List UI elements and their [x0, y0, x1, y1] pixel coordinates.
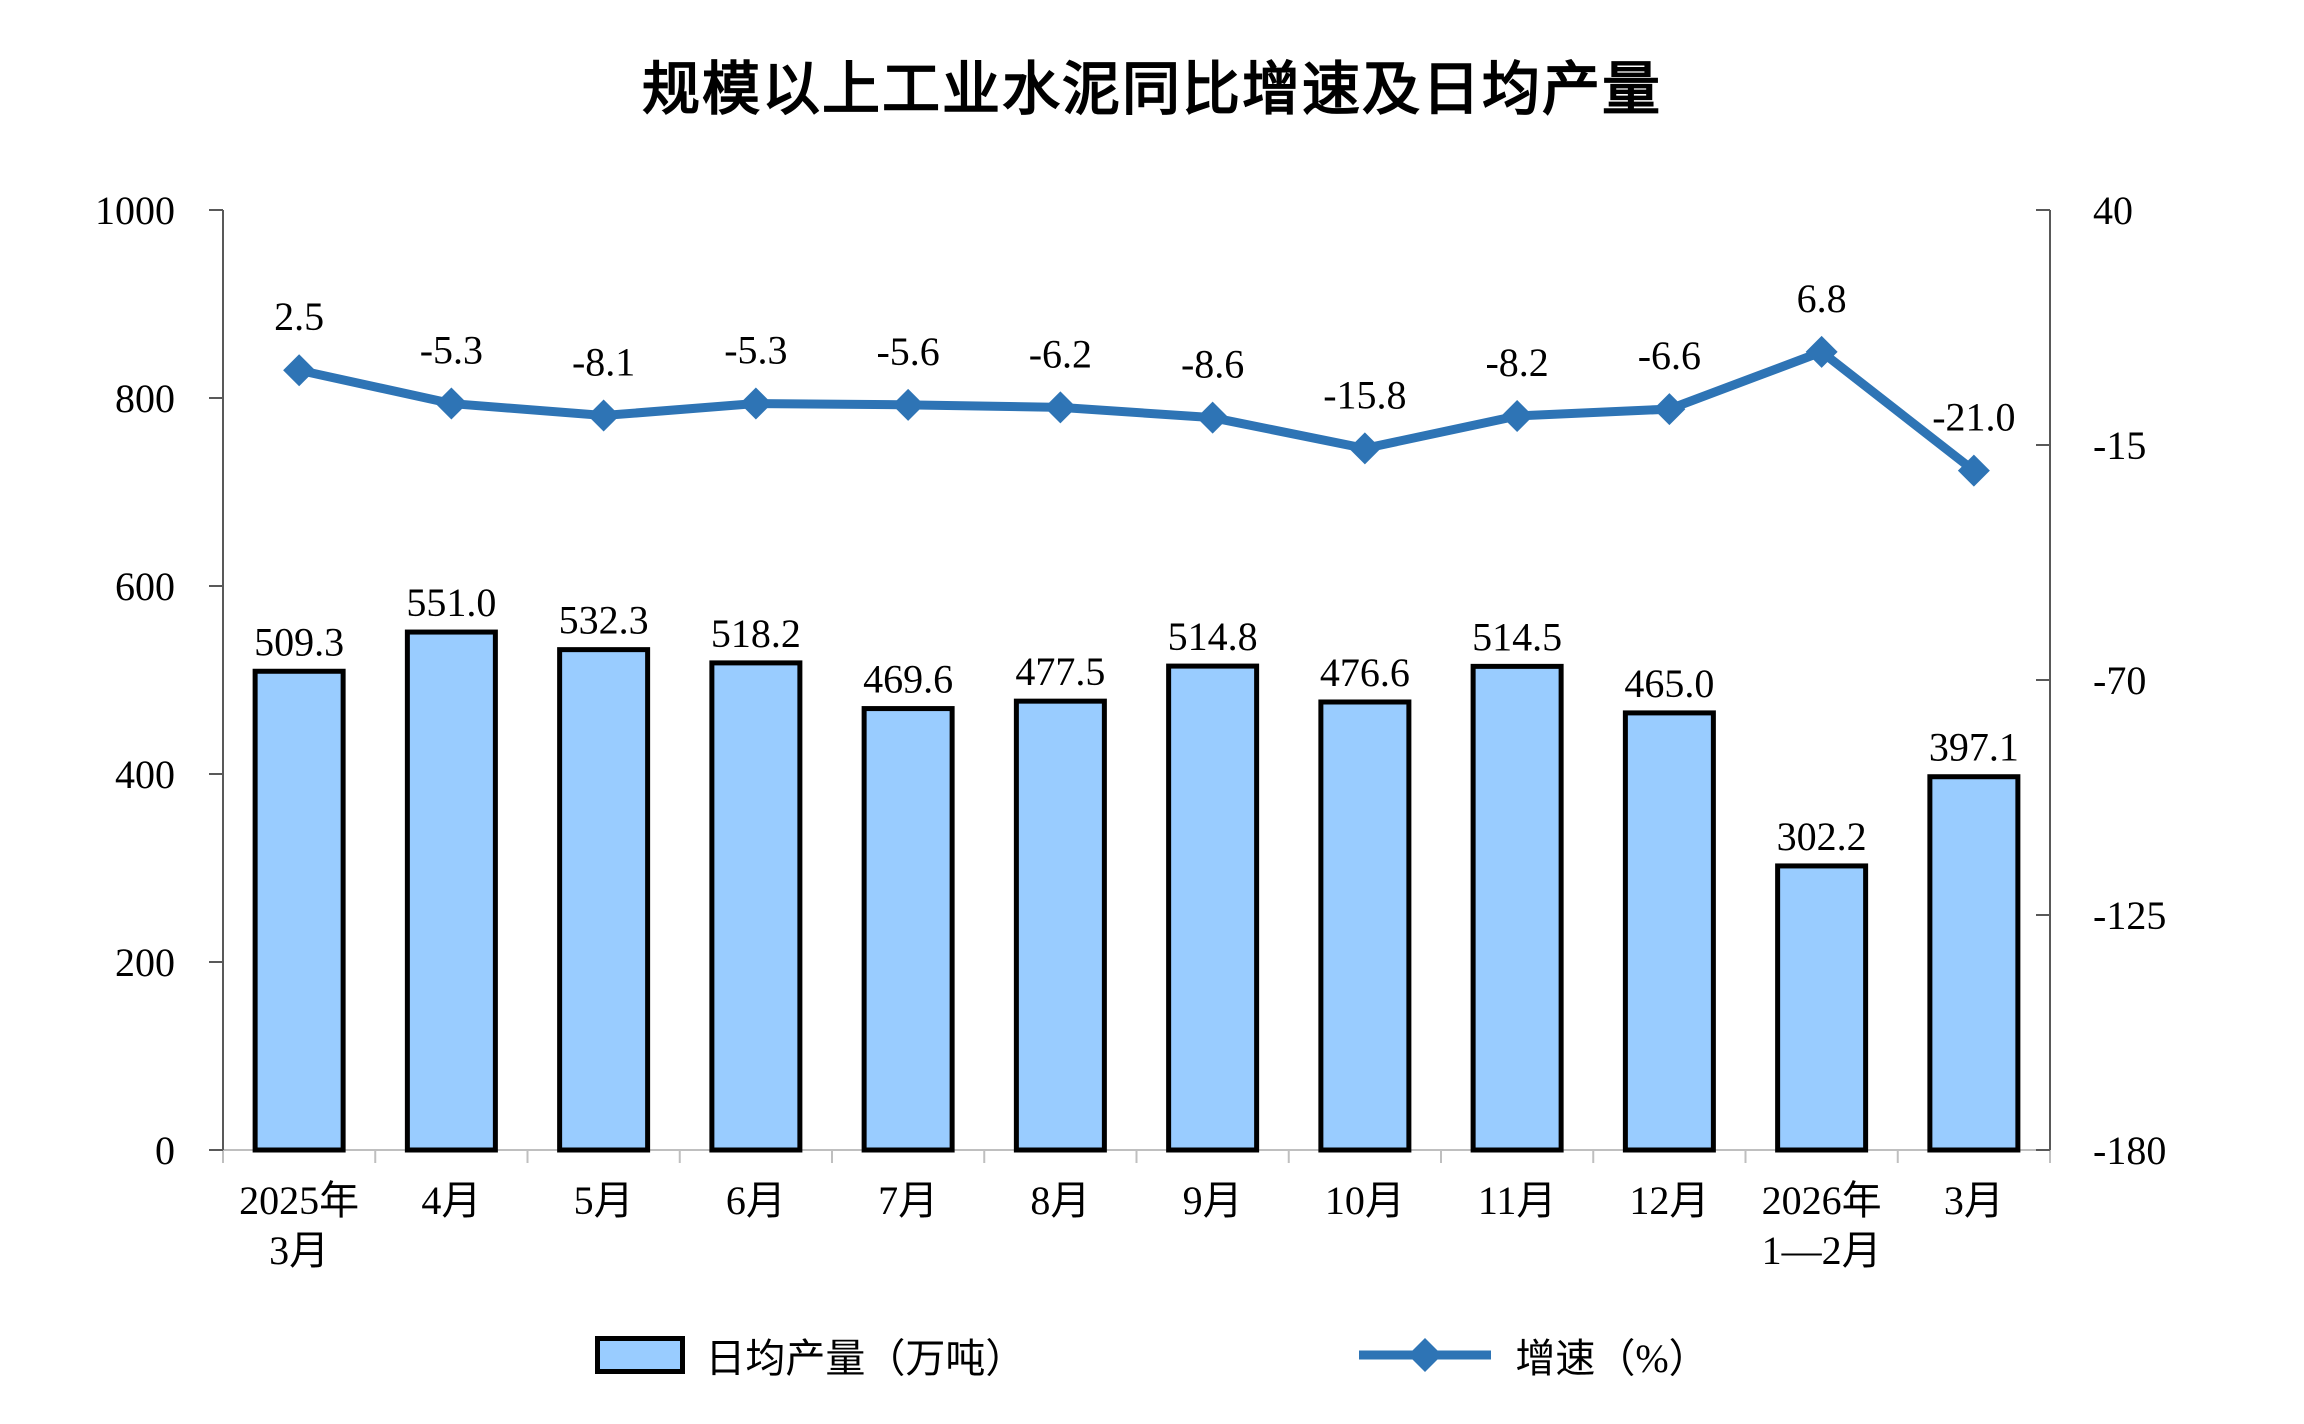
- left-axis-tick-label: 1000: [95, 188, 175, 233]
- line-marker: [739, 387, 772, 420]
- legend-diamond-icon: [1408, 1338, 1443, 1372]
- bar-value-label: 551.0: [406, 580, 496, 625]
- right-axis-tick-label: -15: [2093, 423, 2146, 468]
- bar-series-swatch: [595, 1336, 686, 1374]
- line-marker: [435, 387, 468, 420]
- line-value-label: -6.2: [1029, 331, 1092, 376]
- left-axis-tick-label: 200: [115, 940, 175, 985]
- line-value-label: -21.0: [1932, 395, 2015, 440]
- line-marker: [1196, 401, 1229, 434]
- bar: [1166, 663, 1260, 1153]
- x-category-label: 4月: [421, 1178, 481, 1223]
- bar-value-label: 469.6: [863, 657, 953, 702]
- line-value-label: -6.6: [1638, 333, 1701, 378]
- bar-value-label: 509.3: [254, 619, 344, 664]
- bar-value-label: 397.1: [1929, 725, 2019, 770]
- line-marker: [1805, 335, 1838, 368]
- bar-value-label: 514.5: [1472, 614, 1562, 659]
- bar: [1013, 698, 1107, 1153]
- bar-value-label: 518.2: [711, 611, 801, 656]
- line-value-label: -8.1: [572, 340, 635, 385]
- left-axis-tick-label: 400: [115, 752, 175, 797]
- line-value-label: -5.3: [420, 328, 483, 373]
- x-category-label: 5月: [574, 1178, 634, 1223]
- right-axis-tick-label: -125: [2093, 893, 2166, 938]
- x-category-label: 8月: [1030, 1178, 1090, 1223]
- line-value-label: -15.8: [1323, 372, 1406, 417]
- bar-value-label: 532.3: [559, 598, 649, 643]
- x-category-label: 9月: [1183, 1178, 1243, 1223]
- line-value-label: -8.6: [1181, 342, 1244, 387]
- x-category-label: 2025年 3月: [239, 1178, 359, 1273]
- legend-item-line: 增速（%）: [1355, 1326, 1709, 1384]
- bar: [1775, 863, 1869, 1153]
- x-category-label: 2026年 1—2月: [1762, 1178, 1882, 1273]
- x-category-label: 12月: [1629, 1178, 1709, 1223]
- right-axis-tick-label: -70: [2093, 658, 2146, 703]
- line-value-label: 2.5: [274, 294, 324, 339]
- x-category-label: 10月: [1325, 1178, 1405, 1223]
- line-marker: [1957, 454, 1990, 487]
- left-axis-tick-label: 800: [115, 376, 175, 421]
- line-value-label: -5.6: [876, 329, 939, 374]
- line-value-label: 6.8: [1797, 276, 1847, 321]
- line-series-swatch: [1359, 1338, 1492, 1372]
- line-marker: [892, 388, 925, 421]
- line-value-label: -5.3: [724, 328, 787, 373]
- line-marker: [283, 354, 316, 387]
- x-category-label: 11月: [1478, 1178, 1557, 1223]
- bar: [1318, 699, 1412, 1153]
- legend-item-bar: 日均产量（万吨）: [595, 1326, 1025, 1384]
- bar: [709, 660, 803, 1153]
- bar: [404, 629, 498, 1153]
- bar: [252, 668, 346, 1153]
- legend: 日均产量（万吨） 增速（%）: [0, 1326, 2304, 1384]
- line-marker: [1348, 432, 1381, 465]
- line-marker: [1501, 399, 1534, 432]
- line-marker: [587, 399, 620, 432]
- bar: [1927, 774, 2021, 1153]
- bar-series-label: 日均产量（万吨）: [705, 1336, 1026, 1381]
- right-axis-tick-label: -180: [2093, 1128, 2166, 1173]
- bar: [1470, 663, 1564, 1153]
- bar: [861, 706, 955, 1153]
- bar: [557, 647, 651, 1153]
- line-series-label: 增速（%）: [1515, 1336, 1709, 1381]
- x-category-label: 6月: [726, 1178, 786, 1223]
- bar-value-label: 514.8: [1168, 614, 1258, 659]
- x-category-label: 7月: [878, 1178, 938, 1223]
- bar: [1622, 710, 1716, 1153]
- left-axis-tick-label: 600: [115, 564, 175, 609]
- x-category-label: 3月: [1944, 1178, 2004, 1223]
- line-series: [298, 346, 1977, 475]
- line-value-label: -8.2: [1485, 340, 1548, 385]
- bar-value-label: 465.0: [1624, 661, 1714, 706]
- line-marker: [1653, 393, 1686, 426]
- bar-value-label: 302.2: [1777, 814, 1867, 859]
- right-axis-tick-label: 40: [2093, 188, 2133, 233]
- bar-value-label: 477.5: [1015, 649, 1105, 694]
- chart-title: 规模以上工业水泥同比增速及日均产量: [641, 57, 1662, 122]
- line-marker: [1044, 391, 1077, 424]
- bar-value-label: 476.6: [1320, 650, 1410, 695]
- left-axis-tick-label: 0: [155, 1128, 175, 1173]
